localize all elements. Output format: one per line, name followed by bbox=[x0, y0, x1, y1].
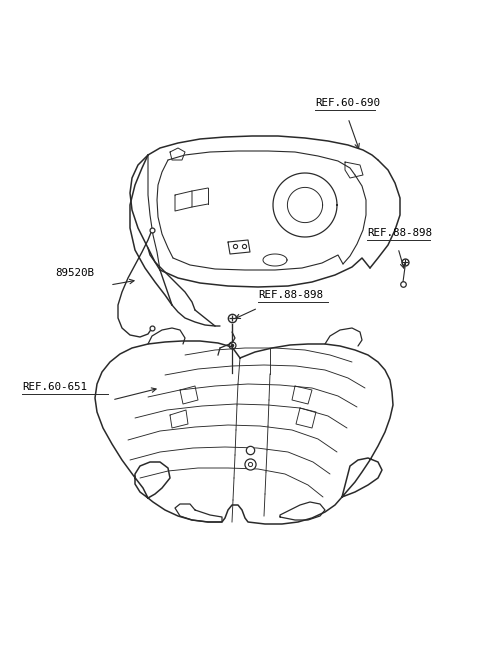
Text: 89520B: 89520B bbox=[55, 268, 94, 278]
Text: REF.88-898: REF.88-898 bbox=[367, 228, 432, 238]
Text: REF.60-651: REF.60-651 bbox=[22, 382, 87, 392]
Text: REF.88-898: REF.88-898 bbox=[258, 290, 323, 300]
Text: REF.60-690: REF.60-690 bbox=[315, 98, 380, 108]
